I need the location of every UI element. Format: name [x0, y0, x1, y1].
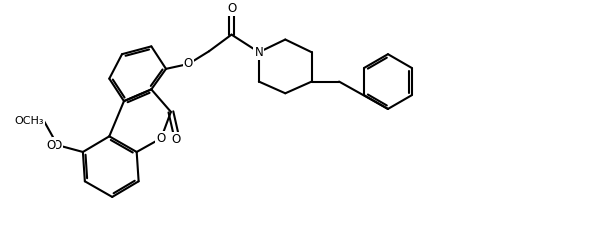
Text: O: O: [53, 139, 62, 152]
Text: O: O: [157, 132, 166, 145]
Text: O: O: [53, 140, 62, 150]
Text: OCH₃: OCH₃: [14, 116, 44, 126]
Text: O: O: [184, 57, 193, 70]
Text: O: O: [171, 133, 181, 146]
Text: O: O: [46, 139, 55, 152]
Text: N: N: [254, 46, 263, 59]
Text: O: O: [227, 2, 236, 15]
